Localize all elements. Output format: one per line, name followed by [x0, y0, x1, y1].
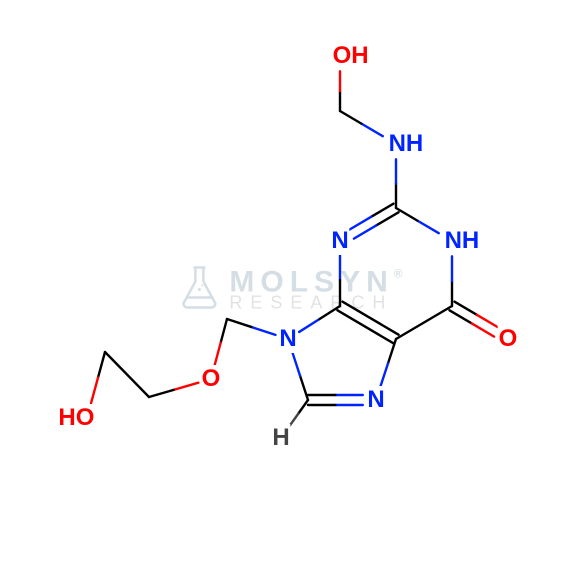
atom-N15: NH [388, 130, 425, 158]
atom-H8: H [271, 424, 290, 452]
atom-O11: O [201, 365, 222, 393]
atom-O6: O [498, 325, 519, 353]
atom-N7: N [366, 386, 385, 414]
atom-N9: N [278, 325, 297, 353]
atom-N1: NH [444, 227, 481, 255]
molecule-atoms: NHNONHNOHONHOH [0, 0, 580, 580]
atom-N3: N [330, 227, 349, 255]
atom-O17: OH [332, 42, 370, 70]
atom-O14: HO [57, 404, 95, 432]
